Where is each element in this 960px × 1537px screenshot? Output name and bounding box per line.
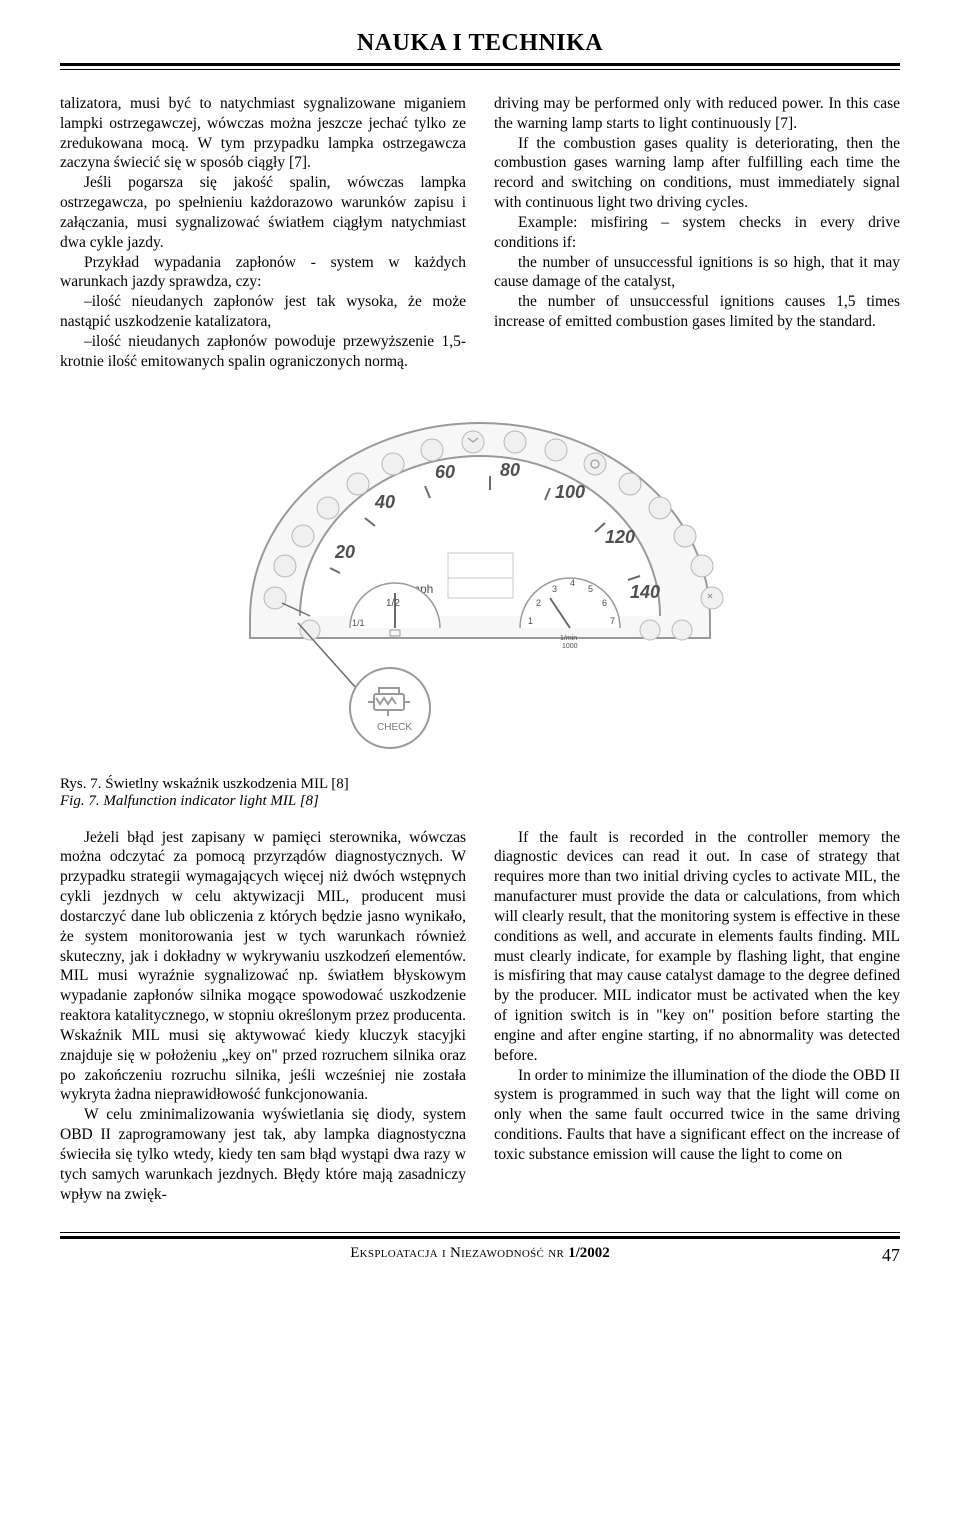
svg-text:6: 6 [602, 598, 607, 608]
svg-text:2: 2 [536, 598, 541, 608]
speed-140: 140 [630, 582, 660, 602]
tl-p5: –ilość nieudanych zapłonów powoduje prze… [60, 332, 466, 372]
tl-p4: –ilość nieudanych zapłonów jest tak wyso… [60, 292, 466, 332]
check-label: CHECK [377, 722, 412, 733]
tl-p1: talizatora, musi być to natychmiast sygn… [60, 94, 466, 173]
page-footer: Eksploatacja i Niezawodność nr 1/2002 47 [60, 1245, 900, 1262]
top-right-column: driving may be performed only with reduc… [494, 94, 900, 372]
tr-p5: the number of unsuccessful ignitions cau… [494, 292, 900, 332]
tl-p2: Jeśli pogarsza się jakość spalin, wówcza… [60, 173, 466, 252]
check-engine-bubble [350, 668, 430, 748]
br-p2: In order to minimize the illumination of… [494, 1066, 900, 1165]
dashboard-figure: 20 40 60 80 100 120 140 mph [60, 398, 900, 758]
speed-20: 20 [334, 542, 355, 562]
svg-text:4: 4 [570, 578, 575, 588]
header-rule [60, 69, 900, 70]
svg-text:1/1: 1/1 [352, 618, 365, 628]
speed-100: 100 [555, 482, 585, 502]
tr-p1: driving may be performed only with reduc… [494, 94, 900, 134]
tr-p2: If the combustion gases quality is deter… [494, 134, 900, 213]
speed-120: 120 [605, 527, 635, 547]
footer-issue: 1/2002 [568, 1245, 610, 1262]
svg-text:5: 5 [588, 584, 593, 594]
section-header: NAUKA I TECHNIKA [60, 30, 900, 66]
svg-text:1/min: 1/min [560, 635, 577, 642]
speed-60: 60 [435, 462, 455, 482]
svg-text:1/2: 1/2 [386, 598, 400, 609]
br-p1: If the fault is recorded in the controll… [494, 828, 900, 1066]
caption-en: Fig. 7. Malfunction indicator light MIL … [60, 793, 900, 810]
bl-p2: W celu zminimalizowania wyświetlania się… [60, 1105, 466, 1204]
speed-80: 80 [500, 460, 520, 480]
footer-rule-thin [60, 1232, 900, 1233]
footer-page-number: 47 [882, 1245, 900, 1266]
tr-p4: the number of unsuccessful ignitions is … [494, 253, 900, 293]
footer-rule-thick [60, 1236, 900, 1239]
svg-text:3: 3 [552, 584, 557, 594]
svg-text:1: 1 [528, 616, 533, 626]
caption-pl: Rys. 7. Świetlny wskaźnik uszkodzenia MI… [60, 776, 900, 793]
tr-p3: Example: misfiring – system checks in ev… [494, 213, 900, 253]
dashboard-svg: 20 40 60 80 100 120 140 mph [190, 398, 770, 758]
footer-journal: Eksploatacja i Niezawodność nr [350, 1245, 564, 1262]
top-columns: talizatora, musi być to natychmiast sygn… [60, 94, 900, 372]
bottom-left-column: Jeżeli błąd jest zapisany w pamięci ster… [60, 828, 466, 1205]
bottom-columns: Jeżeli błąd jest zapisany w pamięci ster… [60, 828, 900, 1205]
figure-caption: Rys. 7. Świetlny wskaźnik uszkodzenia MI… [60, 776, 900, 810]
svg-text:1000: 1000 [562, 643, 578, 650]
top-left-column: talizatora, musi być to natychmiast sygn… [60, 94, 466, 372]
tl-p3: Przykład wypadania zapłonów - system w k… [60, 253, 466, 293]
bottom-right-column: If the fault is recorded in the controll… [494, 828, 900, 1205]
speed-40: 40 [374, 492, 395, 512]
bl-p1: Jeżeli błąd jest zapisany w pamięci ster… [60, 828, 466, 1106]
svg-text:7: 7 [610, 616, 615, 626]
